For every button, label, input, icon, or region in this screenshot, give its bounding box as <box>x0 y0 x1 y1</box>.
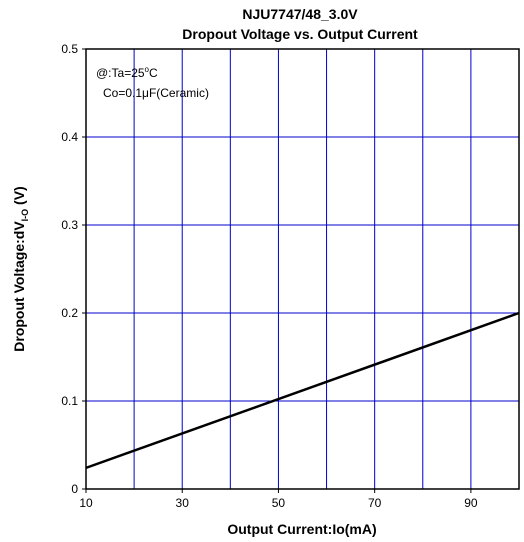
x-tick-labels: 10 30 50 70 90 <box>79 489 478 510</box>
y-axis-label-unit: (V) <box>11 186 27 209</box>
y-axis-label-main: Dropout Voltage:dV <box>11 221 27 352</box>
annotation-temp-unit: C <box>149 66 158 80</box>
annotation-output-capacitor: Co=0.1μF(Ceramic) <box>103 86 209 100</box>
x-tick-label: 10 <box>79 496 93 510</box>
y-tick-label: 0.4 <box>61 130 78 144</box>
x-tick-label: 90 <box>464 496 478 510</box>
y-tick-label: 0 <box>71 482 78 496</box>
x-tick-label: 50 <box>272 496 286 510</box>
series-line <box>85 311 520 470</box>
y-tick-label: 0.5 <box>61 42 78 56</box>
y-tick-labels: 0 0.1 0.2 0.3 0.4 0.5 <box>61 42 86 496</box>
series-layer <box>85 311 520 470</box>
chart-subtitle: Dropout Voltage vs. Output Current <box>182 26 418 42</box>
grid-lines <box>86 49 519 489</box>
y-tick-label: 0.2 <box>61 306 78 320</box>
annotation-ambient-temp: @:Ta=25oC <box>96 65 158 80</box>
y-axis-label-subscript: I-O <box>20 209 30 222</box>
y-axis-label: Dropout Voltage:dVI-O (V) <box>11 186 30 351</box>
plot-frame <box>85 48 520 490</box>
x-axis-label: Output Current:Io(mA) <box>227 521 376 537</box>
y-tick-label: 0.1 <box>61 394 78 408</box>
annotation-temp-prefix: @:Ta=25 <box>96 66 145 80</box>
x-tick-label: 70 <box>368 496 382 510</box>
y-tick-label: 0.3 <box>61 218 78 232</box>
x-tick-label: 30 <box>176 496 190 510</box>
annotation-temp-degree: o <box>145 65 150 74</box>
chart-title: NJU7747/48_3.0V <box>242 6 358 22</box>
